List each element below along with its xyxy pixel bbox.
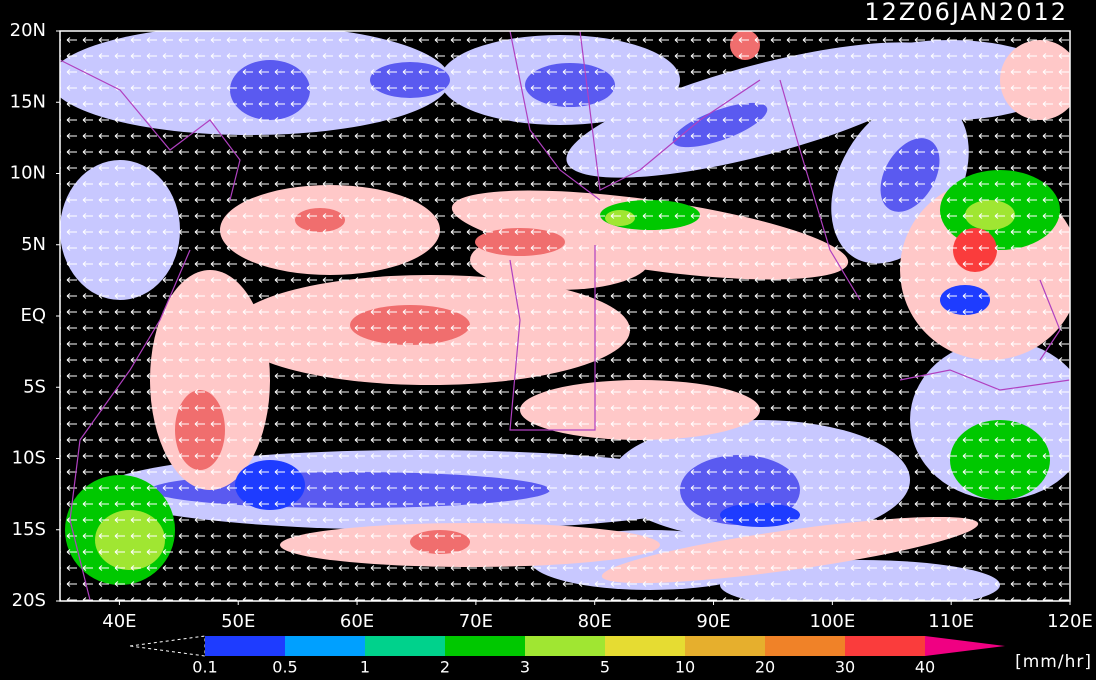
colorbar-label: 3 [520, 658, 530, 677]
lon-label: 60E [340, 611, 374, 632]
lat-label: 10N [10, 163, 46, 184]
colorbar-over [925, 636, 1005, 656]
lon-label: 80E [578, 611, 612, 632]
colorbar-box [285, 636, 365, 656]
colorbar-box [605, 636, 685, 656]
lat-label: 5S [23, 376, 46, 397]
colorbar-box [765, 636, 845, 656]
colorbar-box [525, 636, 605, 656]
colorbar-label: 0.1 [192, 658, 217, 677]
lon-label: 100E [809, 611, 855, 632]
lat-label: 20N [10, 20, 46, 41]
colorbar-box [205, 636, 285, 656]
lon-label: 50E [221, 611, 255, 632]
lat-label: 20S [12, 590, 46, 611]
lon-label: 110E [928, 611, 974, 632]
lon-label: 120E [1047, 611, 1093, 632]
colorbar-label: 0.5 [272, 658, 297, 677]
colorbar-box [445, 636, 525, 656]
colorbar-label: 5 [600, 658, 610, 677]
lat-label: 15S [12, 519, 46, 540]
map-field [60, 31, 1070, 601]
colorbar-units: [mm/hr] [1015, 652, 1092, 672]
colorbar-box [845, 636, 925, 656]
colorbar-label: 10 [675, 658, 695, 677]
colorbar-label: 2 [440, 658, 450, 677]
colorbar-label: 1 [360, 658, 370, 677]
lat-label: 15N [10, 91, 46, 112]
lat-label: 5N [21, 234, 46, 255]
lon-label: 90E [696, 611, 730, 632]
lon-label: 40E [102, 611, 136, 632]
lat-label: 10S [12, 448, 46, 469]
lon-label: 70E [459, 611, 493, 632]
lat-label: EQ [20, 305, 46, 326]
colorbar-box [685, 636, 765, 656]
colorbar-label: 20 [755, 658, 775, 677]
colorbar-label: 30 [835, 658, 855, 677]
colorbar-label: 40 [915, 658, 935, 677]
colorbar-box [365, 636, 445, 656]
map-title: 12Z06JAN2012 [864, 0, 1068, 26]
